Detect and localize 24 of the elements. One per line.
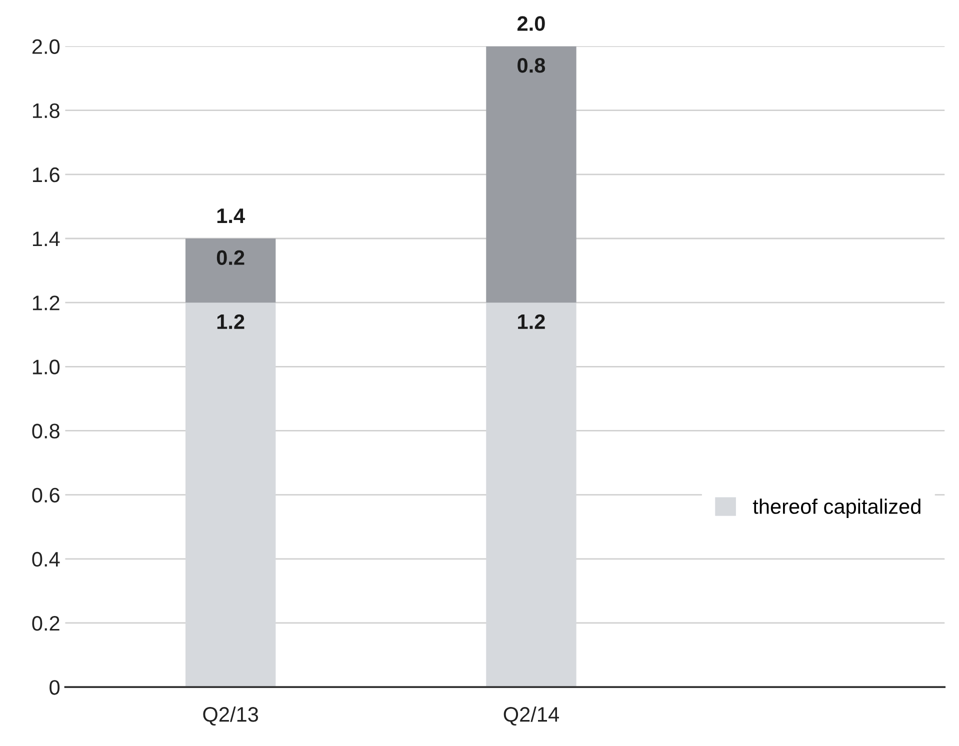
y-tick-label: 2.0 (32, 39, 60, 54)
y-tick-label: 1.4 (32, 232, 60, 246)
bar (486, 302, 576, 688)
y-tick-label: 1.6 (32, 167, 60, 182)
y-tick-label: 0.2 (32, 616, 60, 631)
data-label: 0.8 (518, 58, 546, 73)
x-tick-label: Q2/13 (203, 706, 258, 726)
legend-label: thereof capitalized (752, 498, 920, 518)
y-tick-label: 0 (50, 680, 60, 695)
y-tick-label: 0.8 (32, 424, 60, 438)
data-label: 0.2 (216, 250, 244, 266)
total-label: 2.0 (517, 16, 545, 31)
data-label: 1.2 (217, 314, 244, 329)
bar (185, 238, 276, 303)
x-tick-label: Q2/14 (504, 706, 559, 726)
y-tick-label: 1.0 (32, 360, 60, 374)
bar (486, 46, 576, 303)
y-tick-label: 0.6 (32, 488, 60, 503)
data-label: 1.2 (518, 314, 545, 329)
y-tick-label: 1.2 (32, 296, 60, 310)
y-tick-label: 1.8 (32, 103, 60, 118)
total-label: 1.4 (217, 208, 245, 223)
bar (185, 302, 276, 688)
y-tick-label: 0.4 (32, 552, 60, 567)
